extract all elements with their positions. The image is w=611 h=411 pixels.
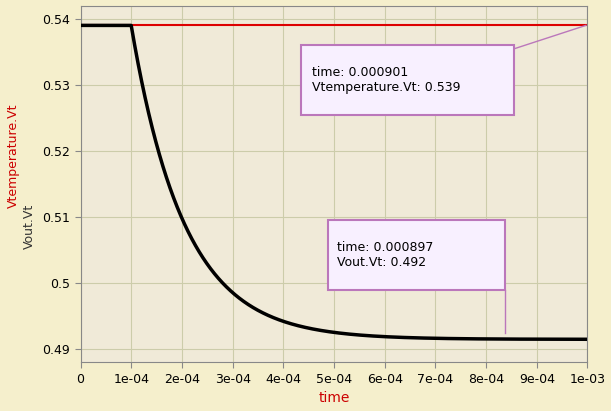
FancyBboxPatch shape (328, 220, 505, 290)
FancyBboxPatch shape (301, 45, 514, 115)
Text: Vout.Vt: Vout.Vt (23, 203, 36, 249)
Text: time: 0.000897
Vout.Vt: 0.492: time: 0.000897 Vout.Vt: 0.492 (337, 241, 433, 269)
Text: Vtemperature.Vt: Vtemperature.Vt (7, 104, 20, 208)
X-axis label: time: time (318, 391, 349, 405)
Text: time: 0.000901
Vtemperature.Vt: 0.539: time: 0.000901 Vtemperature.Vt: 0.539 (312, 66, 460, 94)
